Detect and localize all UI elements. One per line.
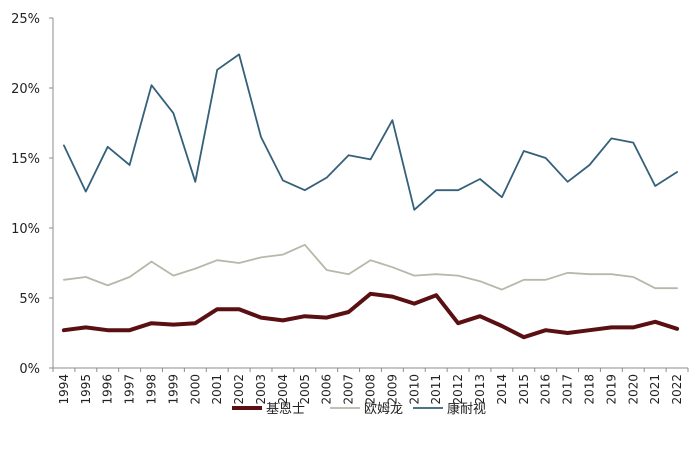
x-tick-label: 2015 — [517, 374, 531, 405]
legend-label: 欧姆龙 — [364, 402, 403, 417]
x-tick-label: 2020 — [626, 374, 640, 405]
series-lines — [61, 53, 680, 340]
legend: 基恩士 欧姆龙 康耐视 — [232, 401, 486, 417]
x-tick-label: 2009 — [385, 374, 399, 405]
series-line — [63, 53, 678, 211]
series-line — [63, 243, 678, 291]
x-tick-label: 2000 — [188, 374, 202, 405]
x-tick-label: 1998 — [145, 374, 159, 405]
x-tick-label: 2017 — [561, 374, 575, 405]
x-tick-label: 1996 — [101, 374, 115, 405]
legend-label: 康耐视 — [447, 401, 486, 417]
x-tick-label: 2011 — [429, 374, 443, 405]
y-tick-label: 20% — [11, 82, 40, 97]
x-tick-label: 2013 — [473, 374, 487, 405]
x-tick-label: 2001 — [210, 374, 224, 405]
axes — [52, 18, 688, 369]
x-tick-label: 2007 — [342, 374, 356, 405]
x-tick-label: 2021 — [648, 374, 662, 405]
x-tick-label: 2004 — [276, 374, 290, 405]
y-tick-label: 5% — [19, 292, 40, 307]
x-tick-label: 2014 — [495, 374, 509, 405]
x-tick-label: 2003 — [254, 374, 268, 405]
x-tick-label: 2006 — [320, 374, 334, 405]
x-tick-label: 1995 — [79, 374, 93, 405]
y-axis-ticks: 0% 5% 10% 15% 20% 25% — [11, 12, 53, 377]
x-tick-label: 2016 — [539, 374, 553, 405]
y-tick-label: 25% — [11, 12, 40, 27]
x-tick-label: 2018 — [582, 374, 596, 405]
x-tick-label: 2019 — [604, 374, 618, 405]
x-tick-label: 1999 — [166, 374, 180, 405]
x-tick-label: 2008 — [364, 374, 378, 405]
x-tick-label: 2010 — [407, 374, 421, 405]
x-tick-label: 1994 — [57, 374, 71, 405]
x-tick-label: 1997 — [123, 374, 137, 405]
y-tick-label: 15% — [11, 152, 40, 167]
x-tick-label: 2012 — [451, 374, 465, 405]
y-tick-label: 10% — [11, 222, 40, 237]
x-tick-label: 2005 — [298, 374, 312, 405]
x-tick-label: 2002 — [232, 374, 246, 405]
legend-label: 基恩士 — [266, 402, 305, 417]
y-tick-label: 0% — [19, 362, 40, 377]
x-tick-label: 2022 — [670, 374, 684, 405]
x-axis-ticks: 1994 1995 1996 1997 1998 1999 2000 2001 2002 2003… — [52, 368, 689, 405]
series-line — [61, 291, 680, 340]
